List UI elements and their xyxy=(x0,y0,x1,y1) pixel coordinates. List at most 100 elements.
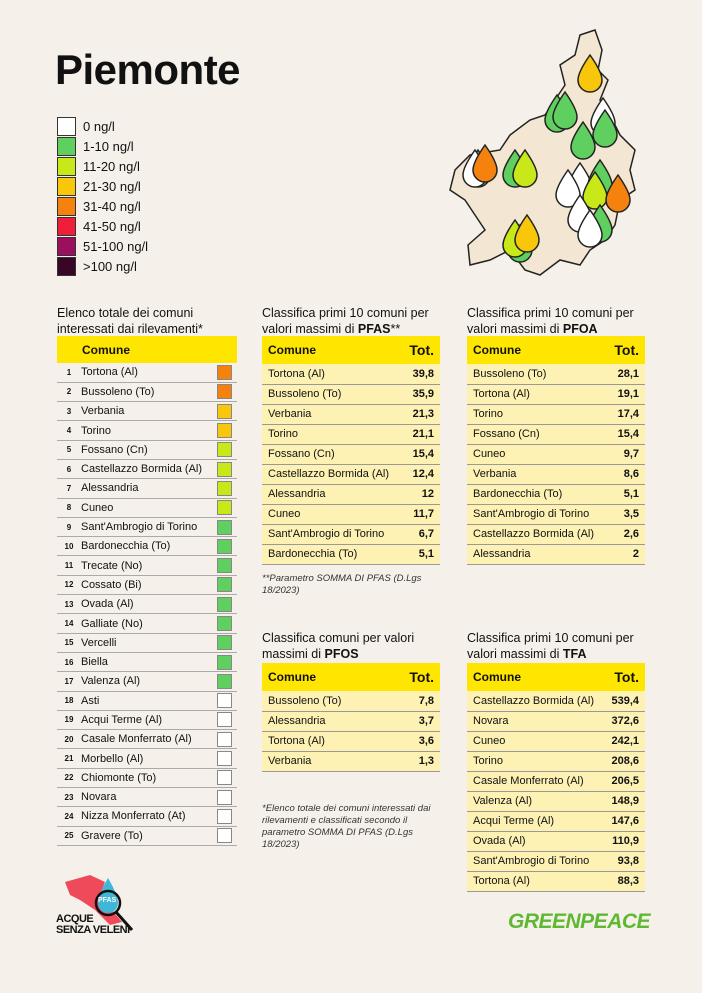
comune-name: Trecate (No) xyxy=(81,555,215,576)
legend-item: 51-100 ng/l xyxy=(57,236,148,256)
comune-name: Verbania xyxy=(262,751,387,772)
list-heading: Elenco totale dei comuni interessati dai… xyxy=(57,306,203,336)
value: 5,1 xyxy=(606,484,645,505)
comune-name: Cuneo xyxy=(81,498,215,518)
table-row: Valenza (Al) 148,9 xyxy=(467,791,645,812)
table-row: Alessandria 2 xyxy=(467,544,645,565)
comune-name: Bussoleno (To) xyxy=(262,691,387,712)
table-row: Castellazzo Bormida (Al) 2,6 xyxy=(467,524,645,545)
row-number: 18 xyxy=(57,691,81,711)
level-swatch xyxy=(217,364,232,380)
level-swatch xyxy=(217,808,232,824)
column-header-tot: Tot. xyxy=(386,663,440,691)
row-number: 5 xyxy=(57,440,81,460)
comune-name: Nizza Monferrato (At) xyxy=(81,806,215,827)
comune-name: Torino xyxy=(262,424,402,445)
level-swatch xyxy=(217,423,232,439)
level-swatch xyxy=(217,538,232,554)
column-header-comune: Comune xyxy=(262,336,402,364)
ranking-heading-pfas: Classifica primi 10 comuni per valori ma… xyxy=(262,305,447,337)
level-swatch xyxy=(217,384,232,400)
value: 8,6 xyxy=(606,464,645,485)
table-row: 16 Biella xyxy=(57,652,237,673)
ranking-heading-pfoa: Classifica primi 10 comuni per valori ma… xyxy=(467,305,652,337)
comune-name: Gravere (To) xyxy=(81,826,215,846)
value: 206,5 xyxy=(604,771,645,792)
row-number: 17 xyxy=(57,671,81,692)
comune-name: Acqui Terme (Al) xyxy=(81,710,215,731)
table-row: Torino 17,4 xyxy=(467,404,645,425)
table-row: 10 Bardonecchia (To) xyxy=(57,536,237,557)
heading-param: TFA xyxy=(562,647,587,661)
legend-label: 31-40 ng/l xyxy=(83,198,141,214)
heading-text: Classifica primi 10 comuni per valori ma… xyxy=(467,306,634,336)
row-number: 6 xyxy=(57,459,81,480)
comune-name: Cuneo xyxy=(262,504,402,525)
comune-name: Sant'Ambrogio di Torino xyxy=(467,504,607,525)
heading-suffix: ** xyxy=(390,322,401,336)
value: 3,7 xyxy=(386,711,440,732)
legend-swatch xyxy=(57,176,76,196)
table-row: Sant'Ambrogio di Torino 93,8 xyxy=(467,851,645,872)
row-number: 2 xyxy=(57,382,81,403)
table-row: 8 Cuneo xyxy=(57,498,237,518)
table-row: Sant'Ambrogio di Torino 6,7 xyxy=(262,524,440,545)
value: 21,1 xyxy=(401,424,440,445)
row-number: 10 xyxy=(57,536,81,557)
table-row: Bussoleno (To) 35,9 xyxy=(262,384,440,405)
table-row: Alessandria 3,7 xyxy=(262,711,440,732)
comune-name: Tortona (Al) xyxy=(81,363,215,383)
comune-name: Ovada (Al) xyxy=(81,594,215,615)
table-row: Bussoleno (To) 7,8 xyxy=(262,691,440,712)
heading-text: Classifica primi 10 comuni per valori ma… xyxy=(262,306,429,336)
legend-label: 21-30 ng/l xyxy=(83,178,141,194)
row-number: 19 xyxy=(57,710,81,731)
ranking-heading-pfos: Classifica comuni per valori massimi di … xyxy=(262,630,447,662)
table-row: 14 Galliate (No) xyxy=(57,613,237,634)
table-row: Castellazzo Bormida (Al) 539,4 xyxy=(467,691,645,712)
legend-swatch xyxy=(57,256,76,276)
legend-item: 31-40 ng/l xyxy=(57,196,148,216)
comune-name: Casale Monferrato (Al) xyxy=(81,729,215,750)
comune-name: Bardonecchia (To) xyxy=(467,484,607,505)
table-row: Cuneo 242,1 xyxy=(467,731,645,752)
table-row: Verbania 1,3 xyxy=(262,751,440,772)
level-swatch xyxy=(217,635,232,651)
ranking-table-pfos: Comune Tot. Bussoleno (To) 7,8 Alessandria 3,… xyxy=(262,663,440,772)
pfas-badge: PFAS xyxy=(98,897,117,904)
table-row: 7 Alessandria xyxy=(57,478,237,499)
comune-name: Fossano (Cn) xyxy=(262,444,402,465)
ranking-table-tfa: Comune Tot. Castellazzo Bormida (Al) 539,4 N… xyxy=(467,663,645,892)
legend-label: 41-50 ng/l xyxy=(83,218,141,234)
value: 208,6 xyxy=(604,751,645,772)
table-row: Cuneo 9,7 xyxy=(467,444,645,465)
ranking-heading-tfa: Classifica primi 10 comuni per valori ma… xyxy=(467,630,652,662)
comune-name: Alessandria xyxy=(262,484,402,505)
table-row: 20 Casale Monferrato (Al) xyxy=(57,729,237,750)
comune-name: Fossano (Cn) xyxy=(81,440,215,460)
logo-line-1: ACQUE xyxy=(56,913,94,925)
table-row: 13 Ovada (Al) xyxy=(57,594,237,615)
map-drop-marker xyxy=(512,148,538,188)
greenpeace-logo: GREENPEACE xyxy=(508,910,651,933)
table-row: Sant'Ambrogio di Torino 3,5 xyxy=(467,504,645,525)
value: 148,9 xyxy=(604,791,645,812)
legend-label: 0 ng/l xyxy=(83,118,115,134)
ranking-table-pfas: Comune Tot. Tortona (Al) 39,8 Bussoleno (To)… xyxy=(262,336,440,565)
column-header-tot: Tot. xyxy=(606,336,645,364)
value: 110,9 xyxy=(604,831,645,852)
pfas-footnote: **Parametro SOMMA DI PFAS (D.Lgs 18/2023… xyxy=(262,573,422,596)
comune-name: Cuneo xyxy=(467,731,605,752)
value: 11,7 xyxy=(401,504,440,525)
comune-name: Asti xyxy=(81,691,215,711)
column-header-tot: Tot. xyxy=(401,336,440,364)
comune-name: Castellazzo Bormida (Al) xyxy=(262,464,402,485)
level-swatch xyxy=(217,828,232,844)
comune-name: Alessandria xyxy=(467,544,607,565)
comune-name: Tortona (Al) xyxy=(262,364,402,385)
row-number: 15 xyxy=(57,633,81,653)
table-row: Bardonecchia (To) 5,1 xyxy=(262,544,440,565)
comune-name: Morbello (Al) xyxy=(81,748,215,769)
legend-label: 11-20 ng/l xyxy=(83,158,140,174)
table-row: Casale Monferrato (Al) 206,5 xyxy=(467,771,645,792)
